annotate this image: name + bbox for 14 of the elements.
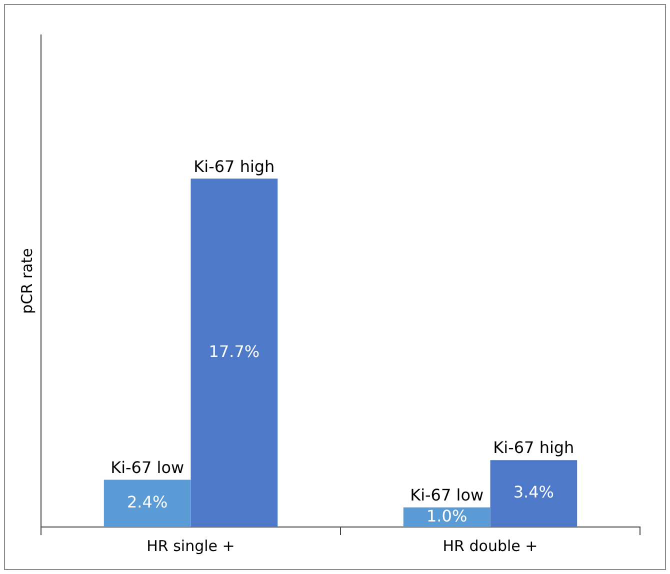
bar	[104, 480, 191, 527]
y-axis-title: pCR rate	[18, 248, 36, 314]
text: Ki-67 low	[410, 485, 484, 504]
data-label: 1.0%	[426, 506, 468, 526]
data-label: 17.7%	[208, 342, 260, 361]
series-label: Ki-67 low	[110, 458, 184, 477]
series-label: Ki-67 high	[493, 438, 574, 458]
x-tick-label: HR double +	[442, 536, 538, 555]
bar	[490, 460, 578, 527]
bar	[190, 178, 278, 527]
data-label: 3.4%	[513, 482, 554, 502]
text: Ki-67 high	[194, 156, 275, 176]
x-tick-label: HR single +	[146, 536, 235, 555]
data-label: 2.4%	[126, 492, 168, 512]
